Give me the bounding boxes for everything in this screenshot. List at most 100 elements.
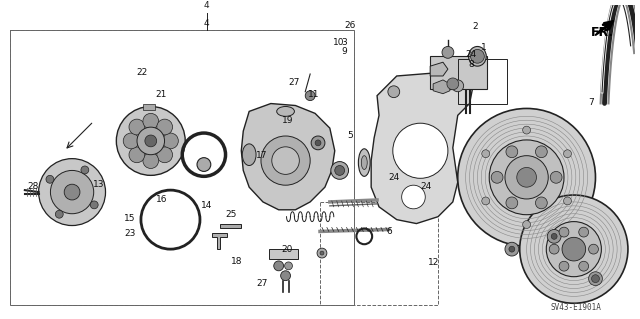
Text: FR.: FR. bbox=[591, 26, 614, 39]
Circle shape bbox=[281, 271, 291, 281]
Circle shape bbox=[447, 78, 459, 90]
Text: 16: 16 bbox=[156, 195, 167, 204]
Text: 11: 11 bbox=[308, 90, 319, 99]
Bar bbox=[458, 59, 507, 104]
Circle shape bbox=[562, 237, 586, 261]
Circle shape bbox=[157, 147, 173, 163]
Polygon shape bbox=[220, 224, 241, 227]
Circle shape bbox=[311, 136, 325, 150]
Text: 15: 15 bbox=[124, 214, 136, 223]
Circle shape bbox=[129, 119, 145, 135]
Text: 24: 24 bbox=[388, 173, 400, 182]
Circle shape bbox=[505, 242, 519, 256]
Circle shape bbox=[589, 244, 598, 254]
Circle shape bbox=[261, 136, 310, 185]
Text: 14: 14 bbox=[201, 201, 212, 210]
Circle shape bbox=[550, 171, 562, 183]
Circle shape bbox=[197, 158, 211, 171]
Circle shape bbox=[143, 153, 159, 168]
Text: 24: 24 bbox=[420, 182, 431, 191]
Text: 21: 21 bbox=[156, 90, 167, 99]
Circle shape bbox=[137, 127, 164, 155]
Circle shape bbox=[536, 197, 547, 209]
Circle shape bbox=[402, 185, 425, 209]
Text: 1: 1 bbox=[481, 43, 486, 52]
Circle shape bbox=[489, 140, 564, 215]
Circle shape bbox=[55, 210, 63, 218]
Circle shape bbox=[315, 140, 321, 146]
Ellipse shape bbox=[468, 47, 486, 66]
Text: 6: 6 bbox=[387, 226, 392, 236]
Circle shape bbox=[523, 126, 531, 134]
Circle shape bbox=[145, 135, 157, 147]
Text: 18: 18 bbox=[231, 257, 243, 266]
Text: 7: 7 bbox=[588, 98, 594, 107]
Text: 22: 22 bbox=[137, 68, 148, 77]
Circle shape bbox=[564, 150, 572, 158]
Circle shape bbox=[274, 261, 284, 271]
Ellipse shape bbox=[243, 144, 256, 166]
Circle shape bbox=[272, 147, 300, 174]
Polygon shape bbox=[241, 104, 335, 210]
Text: 26: 26 bbox=[344, 21, 356, 30]
Text: 20: 20 bbox=[282, 245, 293, 254]
Text: 27: 27 bbox=[257, 279, 268, 288]
Circle shape bbox=[317, 248, 327, 258]
Polygon shape bbox=[143, 104, 155, 110]
Circle shape bbox=[388, 86, 400, 98]
Circle shape bbox=[143, 113, 159, 129]
Circle shape bbox=[516, 167, 536, 187]
Circle shape bbox=[549, 244, 559, 254]
Polygon shape bbox=[212, 234, 227, 249]
Circle shape bbox=[505, 156, 548, 199]
Circle shape bbox=[442, 47, 454, 58]
Circle shape bbox=[559, 261, 569, 271]
Text: 19: 19 bbox=[282, 116, 293, 125]
Text: 4: 4 bbox=[204, 1, 210, 10]
Circle shape bbox=[458, 108, 595, 246]
Text: 17: 17 bbox=[257, 151, 268, 160]
Text: 27: 27 bbox=[288, 78, 300, 87]
Circle shape bbox=[536, 146, 547, 158]
Circle shape bbox=[520, 195, 628, 303]
Circle shape bbox=[506, 146, 518, 158]
Circle shape bbox=[579, 261, 589, 271]
Circle shape bbox=[482, 197, 490, 205]
Circle shape bbox=[90, 201, 98, 209]
Circle shape bbox=[285, 262, 292, 270]
Circle shape bbox=[589, 272, 602, 286]
Circle shape bbox=[523, 221, 531, 228]
Circle shape bbox=[51, 170, 93, 214]
Text: 5: 5 bbox=[348, 131, 353, 140]
Text: 2: 2 bbox=[473, 22, 478, 31]
Text: 3: 3 bbox=[341, 38, 347, 47]
Circle shape bbox=[129, 147, 145, 163]
Text: 10: 10 bbox=[333, 38, 345, 47]
Bar bbox=[10, 30, 355, 305]
Circle shape bbox=[482, 150, 490, 158]
Circle shape bbox=[393, 123, 448, 178]
Text: 28: 28 bbox=[28, 182, 39, 191]
Text: 12: 12 bbox=[428, 258, 439, 267]
Circle shape bbox=[564, 197, 572, 205]
Text: SV43-E1901A: SV43-E1901A bbox=[550, 303, 601, 312]
Text: 13: 13 bbox=[93, 180, 104, 189]
Polygon shape bbox=[430, 56, 487, 89]
Circle shape bbox=[551, 234, 557, 239]
Text: 23: 23 bbox=[124, 229, 136, 238]
Circle shape bbox=[491, 171, 503, 183]
Ellipse shape bbox=[362, 156, 367, 169]
Ellipse shape bbox=[276, 107, 294, 116]
Circle shape bbox=[81, 166, 89, 174]
Circle shape bbox=[591, 275, 600, 283]
Ellipse shape bbox=[358, 149, 370, 176]
Circle shape bbox=[305, 91, 315, 100]
Circle shape bbox=[163, 133, 179, 149]
Text: 24: 24 bbox=[465, 50, 477, 59]
Bar bbox=[320, 202, 438, 305]
Circle shape bbox=[331, 162, 349, 179]
Circle shape bbox=[320, 251, 324, 255]
Circle shape bbox=[559, 227, 569, 237]
Circle shape bbox=[124, 133, 139, 149]
Circle shape bbox=[509, 246, 515, 252]
